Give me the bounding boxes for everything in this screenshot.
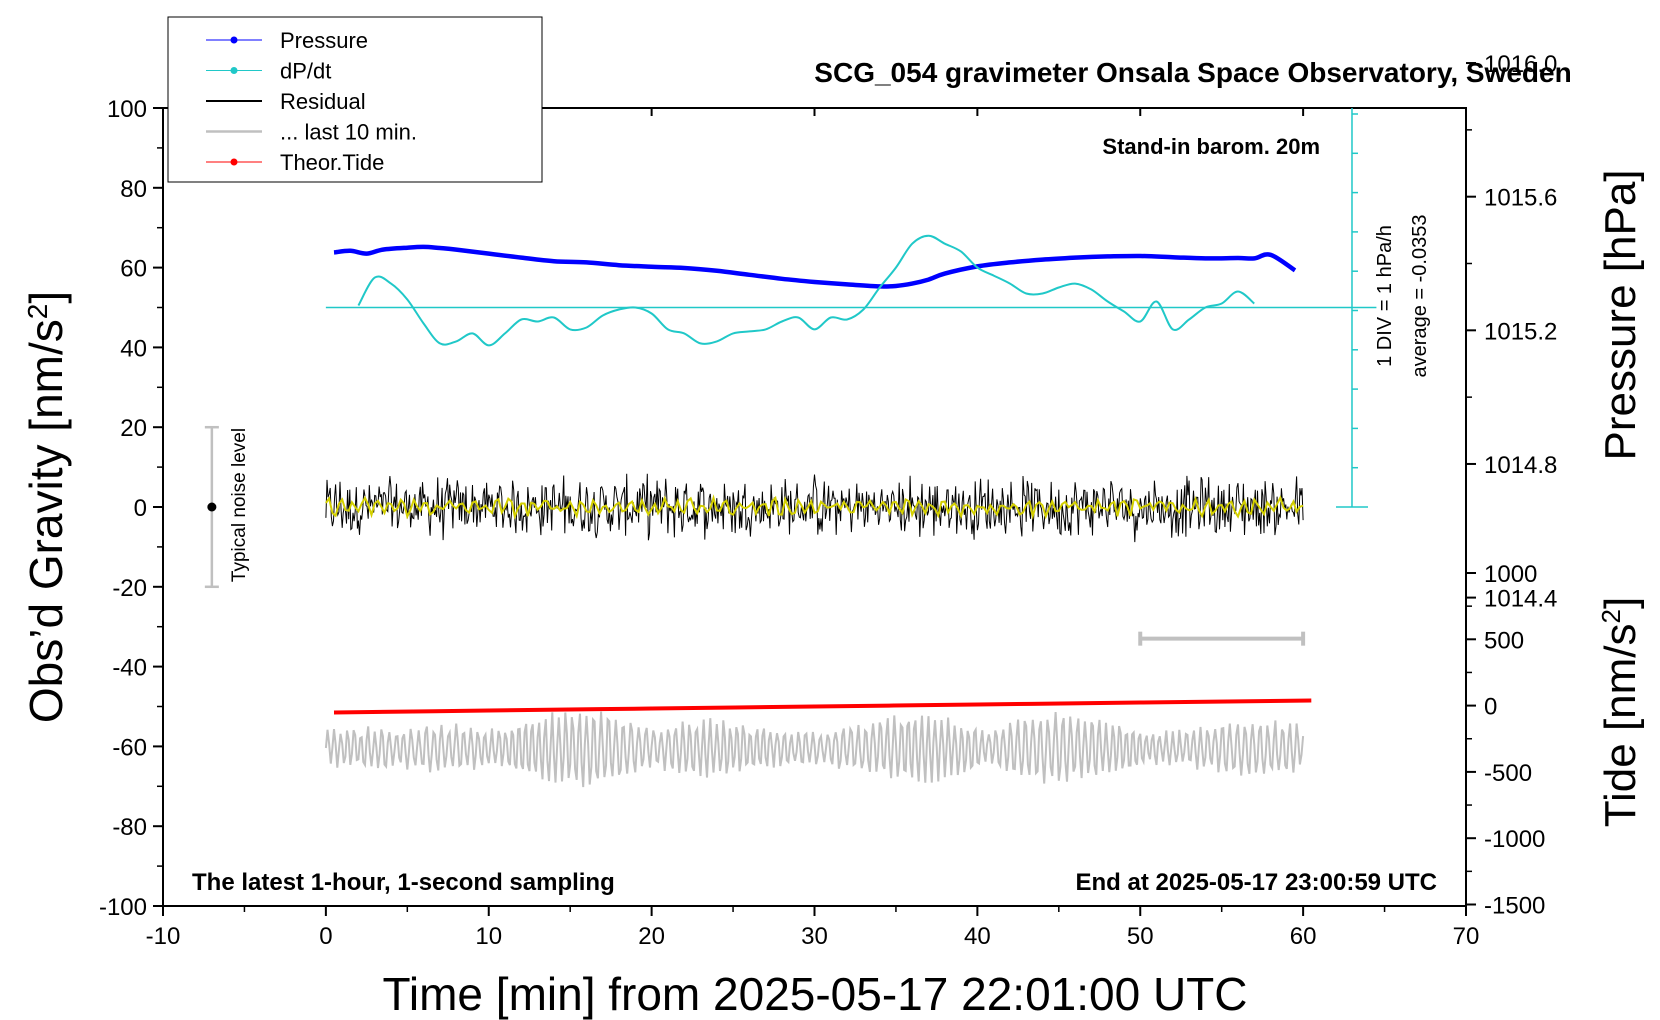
tide-tick-label: -1000 bbox=[1484, 826, 1545, 853]
axis-ticks: -10 0 10 20 30 40 50 60 70-100-80-60-40-20020406… bbox=[99, 51, 1557, 950]
y-tick-label: -20 bbox=[112, 575, 147, 602]
x-tick-label: 0 bbox=[319, 923, 332, 950]
footer-right-note: End at 2025-05-17 23:00:59 UTC bbox=[1076, 869, 1438, 896]
residual-line bbox=[325, 473, 1304, 543]
x-axis-title: Time [min] from 2025-05-17 22:01:00 UTC bbox=[383, 968, 1248, 1020]
footer-left-note: The latest 1-hour, 1-second sampling bbox=[192, 869, 615, 896]
pressure-line bbox=[333, 244, 1297, 289]
y-tick-label: 20 bbox=[120, 415, 147, 442]
dpdt-line bbox=[357, 234, 1255, 347]
legend-label: dP/dt bbox=[280, 59, 331, 84]
y-tick-label: 0 bbox=[134, 495, 147, 522]
decorations bbox=[204, 108, 1377, 646]
x-tick-label: 20 bbox=[638, 923, 665, 950]
x-tick-label: 60 bbox=[1290, 923, 1317, 950]
pressure-tick-label: 1014.4 bbox=[1484, 586, 1557, 613]
tide-line bbox=[333, 698, 1312, 715]
noise-bar-center bbox=[207, 502, 217, 512]
legend-marker bbox=[230, 158, 238, 166]
legend: Pressure dP/dt Residual ... last 10 min. The… bbox=[167, 16, 543, 183]
legend-label: ... last 10 min. bbox=[280, 120, 417, 145]
y-tick-label: 60 bbox=[120, 256, 147, 283]
x-tick-label: 10 bbox=[475, 923, 502, 950]
y-tick-label: -40 bbox=[112, 655, 147, 682]
tide-axis-title: Tide [nm/s2] bbox=[1596, 597, 1645, 827]
div-label: 1 DIV = 1 hPa/h bbox=[1374, 225, 1396, 367]
series-layer bbox=[324, 234, 1312, 788]
legend-label: Residual bbox=[280, 89, 366, 114]
noise-level-label: Typical noise level bbox=[229, 428, 250, 582]
y-tick-label: 100 bbox=[107, 96, 147, 123]
tide-tick-label: -1500 bbox=[1484, 893, 1545, 920]
pressure-tick-label: 1015.6 bbox=[1484, 185, 1557, 212]
y-tick-label: -60 bbox=[112, 734, 147, 761]
x-tick-label: -10 bbox=[146, 923, 181, 950]
average-label: average = -0.0353 bbox=[1409, 215, 1431, 378]
pressure-tick-label: 1015.2 bbox=[1484, 318, 1557, 345]
tide-tick-label: -500 bbox=[1484, 760, 1532, 787]
x-tick-label: 50 bbox=[1127, 923, 1154, 950]
legend-label: Pressure bbox=[280, 28, 368, 53]
tide-tick-label: 0 bbox=[1484, 694, 1497, 721]
pressure-tick-label: 1016.0 bbox=[1484, 51, 1557, 78]
pressure-tick-label: 1014.8 bbox=[1484, 452, 1557, 479]
x-tick-label: 30 bbox=[801, 923, 828, 950]
pressure-axis-title: Pressure [hPa] bbox=[1596, 169, 1645, 460]
tide-tick-label: 500 bbox=[1484, 627, 1524, 654]
tide-tick-label: 1000 bbox=[1484, 561, 1537, 588]
residual-smoothed-line bbox=[325, 494, 1304, 520]
y-axis-title: Obs’d Gravity [nm/s2] bbox=[20, 291, 72, 723]
y-tick-label: -100 bbox=[99, 894, 147, 921]
y-tick-label: 80 bbox=[120, 176, 147, 203]
barometer-note: Stand-in barom. 20m bbox=[1102, 134, 1320, 159]
legend-label: Theor.Tide bbox=[280, 150, 384, 175]
y-tick-label: 40 bbox=[120, 335, 147, 362]
legend-marker bbox=[230, 67, 238, 74]
last10-line bbox=[324, 711, 1305, 788]
x-tick-label: 40 bbox=[964, 923, 991, 950]
legend-marker bbox=[230, 36, 238, 44]
y-tick-label: -80 bbox=[112, 814, 147, 841]
chart-title: SCG_054 gravimeter Onsala Space Observat… bbox=[814, 57, 1571, 88]
legend-box bbox=[167, 16, 543, 183]
x-tick-label: 70 bbox=[1453, 923, 1480, 950]
